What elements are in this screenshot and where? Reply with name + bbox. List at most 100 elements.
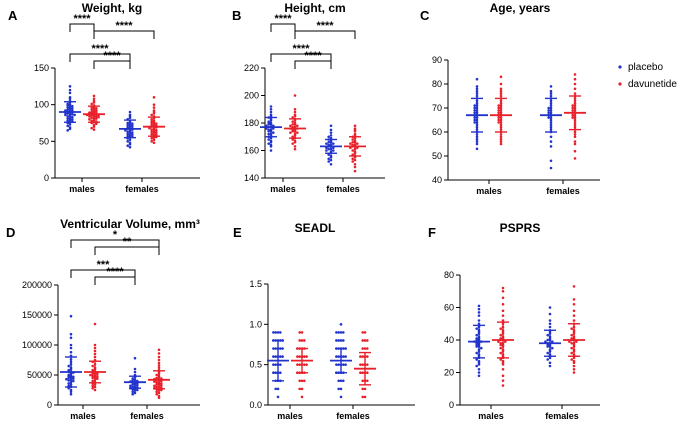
data-point bbox=[95, 107, 98, 110]
y-tick-label: 40 bbox=[444, 335, 454, 345]
data-point bbox=[572, 367, 576, 371]
data-point bbox=[501, 286, 505, 290]
x-tick-label: females bbox=[336, 411, 370, 421]
data-point bbox=[272, 331, 275, 334]
data-point bbox=[477, 371, 481, 374]
data-point bbox=[547, 116, 550, 119]
data-point bbox=[548, 312, 552, 316]
data-point bbox=[499, 89, 503, 93]
data-point bbox=[276, 395, 280, 399]
data-point bbox=[95, 117, 98, 120]
data-point bbox=[131, 122, 134, 126]
data-point bbox=[90, 126, 93, 130]
data-point bbox=[548, 322, 552, 326]
data-point bbox=[475, 351, 479, 355]
data-point bbox=[67, 374, 70, 378]
data-point bbox=[332, 142, 335, 145]
panel-b: B Height, cm 140 160 180 200 220 males females **… bbox=[232, 1, 385, 194]
data-point bbox=[568, 340, 571, 343]
data-point bbox=[361, 355, 365, 358]
data-point bbox=[289, 131, 292, 134]
data-point bbox=[131, 377, 134, 380]
data-point bbox=[68, 88, 72, 92]
data-point bbox=[71, 107, 74, 110]
data-point bbox=[157, 348, 161, 352]
y-tick-label: 0 bbox=[449, 400, 454, 410]
data-point bbox=[327, 157, 331, 161]
y-tick-label: 0 bbox=[47, 400, 52, 410]
data-point bbox=[353, 162, 357, 166]
data-point bbox=[475, 333, 479, 337]
data-point bbox=[96, 373, 99, 376]
data-point bbox=[66, 115, 69, 118]
data-point bbox=[131, 390, 134, 394]
data-point bbox=[274, 355, 278, 358]
data-point bbox=[573, 157, 577, 160]
data-point bbox=[570, 333, 573, 337]
data-point bbox=[473, 106, 477, 110]
data-point bbox=[67, 364, 70, 368]
data-point bbox=[351, 140, 355, 144]
data-point bbox=[68, 123, 72, 126]
data-point bbox=[303, 363, 306, 366]
data-point bbox=[573, 142, 577, 146]
data-point bbox=[150, 140, 153, 143]
data-point bbox=[157, 391, 161, 395]
x-tick-label: males bbox=[70, 411, 96, 421]
panel-title: SEADL bbox=[295, 221, 336, 235]
y-tick-label: 60 bbox=[432, 127, 442, 137]
data-point bbox=[90, 116, 93, 120]
data-point bbox=[152, 103, 156, 106]
data-point bbox=[329, 158, 333, 162]
data-point bbox=[93, 322, 97, 326]
data-point bbox=[335, 355, 338, 358]
data-point bbox=[572, 319, 576, 322]
data-point bbox=[497, 116, 501, 119]
data-point bbox=[342, 331, 345, 334]
data-point bbox=[548, 306, 552, 309]
y-tick-label: 150 bbox=[34, 63, 49, 73]
data-point bbox=[571, 106, 574, 110]
y-tick-label: 0.5 bbox=[249, 360, 262, 370]
data-point bbox=[153, 384, 156, 388]
data-point bbox=[325, 149, 328, 152]
data-point bbox=[300, 379, 304, 383]
data-point bbox=[501, 374, 505, 378]
data-point bbox=[296, 131, 299, 134]
data-point bbox=[281, 347, 284, 350]
data-point bbox=[291, 120, 295, 123]
panel-letter: C bbox=[420, 8, 430, 23]
data-point bbox=[572, 314, 576, 317]
data-point bbox=[477, 304, 481, 308]
data-point bbox=[501, 367, 505, 371]
data-point bbox=[72, 375, 75, 379]
data-point bbox=[361, 371, 365, 375]
data-point bbox=[546, 338, 549, 342]
data-point bbox=[155, 122, 158, 126]
significance-label: **** bbox=[106, 266, 124, 278]
data-point bbox=[570, 327, 573, 330]
data-point bbox=[549, 159, 553, 163]
x-tick-label: males bbox=[476, 186, 502, 196]
data-point bbox=[339, 331, 343, 334]
data-point bbox=[475, 327, 479, 330]
data-point bbox=[361, 395, 365, 399]
data-point bbox=[366, 339, 369, 342]
y-tick-label: 180 bbox=[244, 118, 259, 128]
data-point bbox=[126, 121, 129, 125]
data-point bbox=[128, 110, 132, 114]
data-point bbox=[71, 115, 74, 119]
data-point bbox=[293, 140, 297, 144]
data-point bbox=[477, 307, 481, 311]
data-point bbox=[272, 371, 275, 375]
data-point bbox=[155, 385, 158, 389]
data-point bbox=[298, 379, 302, 383]
data-point bbox=[327, 135, 331, 139]
data-point bbox=[89, 373, 92, 377]
data-point bbox=[337, 331, 341, 334]
data-point bbox=[267, 142, 271, 145]
data-point bbox=[66, 104, 69, 107]
data-point bbox=[69, 350, 73, 354]
panel-letter: D bbox=[6, 225, 15, 240]
data-point bbox=[549, 140, 553, 143]
